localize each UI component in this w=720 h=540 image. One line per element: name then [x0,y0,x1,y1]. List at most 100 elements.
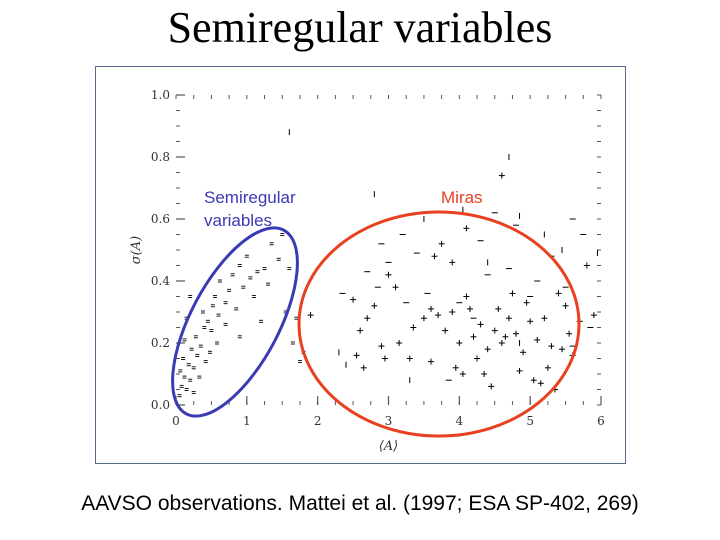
x-axis-label: ⟨A⟩ [379,439,399,454]
y-tick-label: 0.4 [151,274,170,288]
small-point [178,369,183,373]
plus-point [428,358,434,365]
plus-point [438,240,445,247]
plus-point [516,367,523,374]
plus-point [428,305,434,312]
plus-point [541,315,548,322]
y-tick-label: 0.0 [151,398,170,412]
plus-point [498,172,505,179]
small-point [202,326,207,329]
small-point [290,341,295,345]
plus-point [555,290,562,297]
small-point [212,295,217,298]
plus-point [381,355,388,362]
plus-point [463,225,470,232]
small-point [237,335,242,339]
plus-point [410,324,417,331]
small-point [205,319,210,323]
small-point [182,375,187,379]
plus-point [449,259,456,266]
y-axis-label: σ(A) [129,236,144,264]
small-point [177,394,182,398]
plus-point [435,312,442,319]
small-point [269,242,274,246]
x-tick-label: 2 [314,414,322,428]
plus-point [371,302,378,309]
plus-point [495,305,502,312]
scatter-chart: 0 1 2 3 4 5 6 0.0 0.2 0.4 0.6 0.8 1.0 ⟨A⟩ σ(A) Semireg… [129,88,605,454]
plus-point [590,312,597,319]
small-point [191,366,196,370]
plus-point [544,364,551,371]
plus-point [385,271,392,278]
small-point [280,233,285,236]
plus-point [364,315,371,322]
small-point [210,304,215,308]
small-point [244,254,249,258]
plus-point [509,290,516,297]
small-point [200,310,205,314]
small-point [297,360,302,364]
plus-point [463,293,470,300]
small-point [184,388,189,391]
small-point [216,313,221,317]
plus-point [481,371,488,377]
y-tick-label: 0.6 [151,212,170,226]
plus-point [488,383,495,390]
small-point [230,273,235,277]
small-point [251,295,256,298]
semiregular-annotation-line-2: variables [204,211,272,230]
plus-point [459,371,466,377]
miras-annotation: Miras [441,188,483,207]
plus-point [420,315,427,322]
small-point [234,307,239,311]
plus-point [474,355,481,362]
plus-point [449,309,456,315]
small-point [195,353,200,357]
figure-caption: AAVSO observations. Mattei et al. (1997;… [81,492,639,515]
x-tick-label: 3 [385,414,393,428]
plus-point [307,312,314,319]
plus-point [548,343,555,350]
plus-point [452,364,459,371]
plus-point [527,318,534,325]
slide-title: Semiregular variables [167,3,553,52]
small-point [189,347,194,351]
plus-point [520,349,527,356]
x-tick-label: 1 [243,414,251,428]
plus-point [470,333,477,340]
plus-point [456,340,463,346]
plus-point [505,315,512,322]
plus-point [396,340,403,346]
small-point [197,375,202,379]
axes: 0 1 2 3 4 5 6 0.0 0.2 0.4 0.6 0.8 1.0 ⟨A⟩ σ(A) [129,88,605,454]
small-point [181,357,186,360]
plus-point [498,340,505,346]
small-point [255,270,260,274]
data-points [177,129,598,398]
x-tick-label: 6 [597,414,605,428]
small-point [266,282,271,286]
plus-point [583,262,590,269]
small-point [203,360,208,364]
plus-point [360,364,367,371]
plus-point [357,327,364,334]
small-point [237,264,242,267]
overlays: Semiregular variables Miras [171,188,581,438]
plus-point [523,299,530,306]
small-point [179,384,184,388]
plus-point [530,377,537,384]
x-tick-label: 4 [456,414,464,428]
small-point [188,378,193,382]
small-point [287,267,292,271]
y-tick-label: 0.8 [151,150,170,164]
small-point [259,319,263,323]
plus-point [431,253,438,260]
small-point [215,341,220,345]
plus-point [566,330,573,337]
y-tick-label: 1.0 [151,88,170,102]
x-tick-label: 5 [526,414,534,428]
plus-point [378,343,385,350]
x-tick-label: 0 [172,414,180,428]
plus-point [442,327,449,334]
